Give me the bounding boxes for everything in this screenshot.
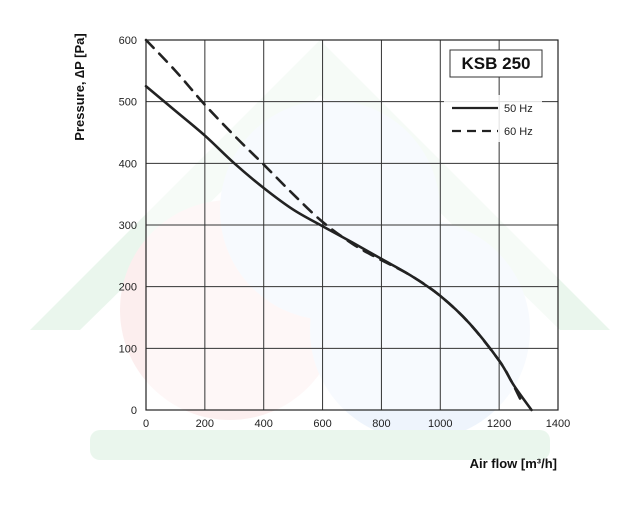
tick-labels: 0 200 400 600 800 1000 1200 1400 0 100 200 300 400 50… [119,35,571,430]
legend-label-60hz: 60 Hz [504,126,533,138]
chart-title: KSB 250 [462,54,531,73]
series-line-60-hz [144,38,524,406]
x-tick-label: 1000 [428,418,452,430]
x-tick-label: 800 [372,418,390,430]
y-tick-label: 300 [119,220,137,232]
y-tick-label: 400 [119,158,137,170]
legend-label-50hz: 50 Hz [504,103,533,115]
y-tick-label: 0 [131,405,137,417]
y-tick-label: 200 [119,282,137,294]
x-axis-label: Air flow [m³/h] [470,456,557,471]
series [144,38,533,412]
legend: 50 Hz 60 Hz [444,95,542,142]
x-tick-label: 1200 [487,418,511,430]
x-tick-label: 0 [143,418,149,430]
y-axis-label: Pressure, ∆P [Pa] [72,33,87,140]
legend-box [444,95,542,142]
y-tick-label: 600 [119,35,137,47]
x-tick-label: 600 [313,418,331,430]
x-tick-label: 400 [255,418,273,430]
plot-frame [145,39,559,411]
y-tick-label: 100 [119,343,137,355]
title-box [449,49,543,78]
x-tick-label: 200 [196,418,214,430]
x-tick-label: 1400 [546,418,570,430]
y-tick-label: 500 [119,97,137,109]
